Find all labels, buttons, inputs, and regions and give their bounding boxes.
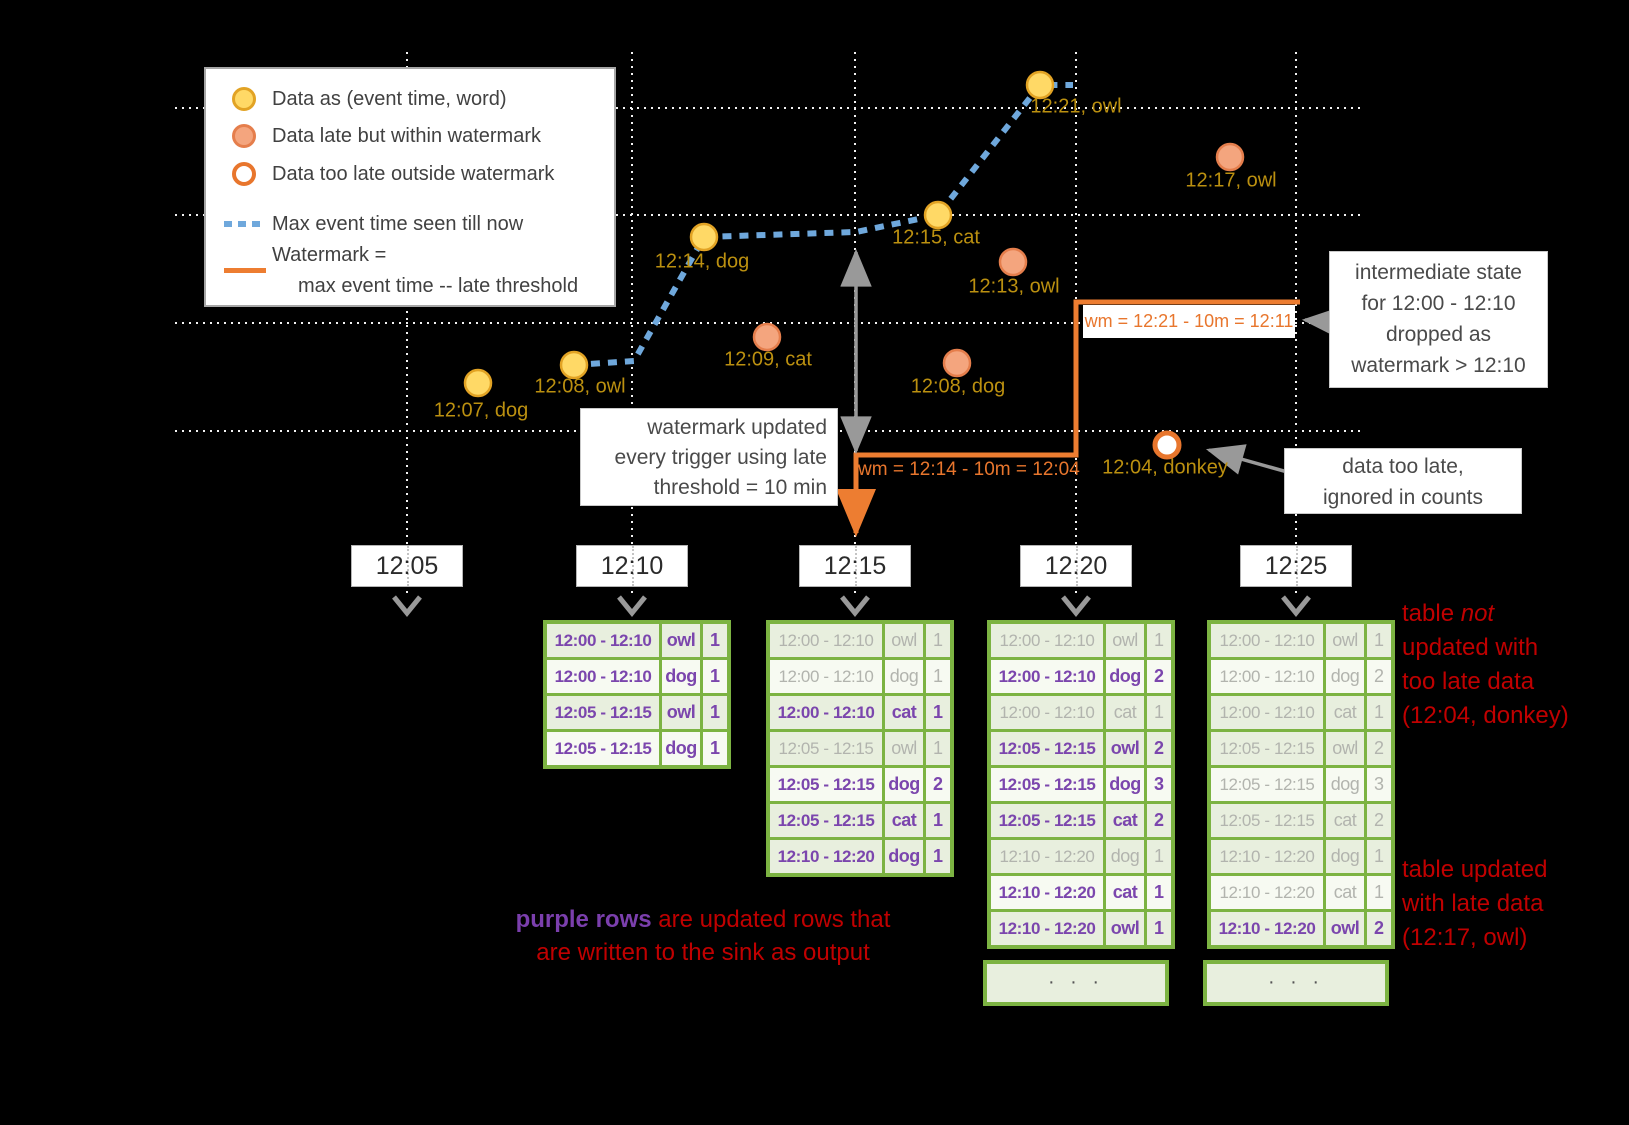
max-event-time-line	[573, 82, 1073, 368]
note-line: threshold = 10 min	[653, 476, 827, 499]
note-line: data too late,	[1342, 455, 1464, 478]
note-line: watermark > 12:10	[1351, 354, 1526, 377]
not-updated-note: table not updated with too late data (12…	[1402, 597, 1569, 733]
note-line: updated with	[1402, 634, 1539, 661]
down-chevron-icon	[1281, 595, 1311, 617]
note-line: every trigger using late	[614, 446, 827, 469]
data-point-on-time	[923, 200, 953, 230]
data-point-late	[1215, 142, 1245, 172]
note-line: for 12:00 - 12:10	[1361, 292, 1516, 315]
watermark-trigger-note: watermark updated every trigger using la…	[580, 408, 838, 506]
note-line: purple rows are updated rows that	[515, 906, 891, 933]
data-point-too-late	[1152, 430, 1182, 460]
legend: Data as (event time, word) Data late but…	[204, 67, 616, 307]
on-time-dot-icon	[232, 87, 256, 111]
watermark-value-label-1215: wm = 12:14 - 10m = 12:04	[858, 459, 1080, 480]
data-point-late	[752, 322, 782, 352]
note-line: dropped as	[1385, 323, 1492, 346]
too-late-note: data too late, ignored in counts	[1284, 448, 1522, 514]
data-point-on-time	[689, 222, 719, 252]
down-chevron-icon	[392, 595, 422, 617]
legend-label: Max event time seen till now	[272, 212, 524, 235]
data-point-on-time	[1025, 70, 1055, 100]
late-dot-icon	[232, 124, 256, 148]
legend-label: Data too late outside watermark	[272, 162, 555, 185]
watermark-value-label-1225: wm = 12:21 - 10m = 12:11	[1083, 305, 1295, 338]
legend-label: Data late but within watermark	[272, 124, 542, 147]
note-line: are written to the sink as output	[536, 939, 870, 966]
note-line: intermediate state	[1355, 261, 1522, 284]
note-line: table not	[1402, 600, 1495, 627]
note-line: table updated	[1402, 856, 1548, 883]
sink-output-note: purple rows are updated rows that are wr…	[516, 903, 891, 969]
watermark-line-icon	[224, 268, 266, 273]
down-chevron-icon	[617, 595, 647, 617]
down-chevron-icon	[1061, 595, 1091, 617]
data-points	[463, 70, 1245, 460]
watermark-line	[836, 299, 1300, 537]
note-line: (12:04, donkey)	[1402, 702, 1569, 729]
down-chevron-icon	[840, 595, 870, 617]
note-line: (12:17, owl)	[1402, 924, 1528, 951]
legend-label: Watermark =	[272, 244, 387, 266]
intermediate-state-note: intermediate state for 12:00 - 12:10 dro…	[1329, 251, 1548, 388]
legend-sublabel: max event time -- late threshold	[298, 275, 579, 297]
legend-label: Data as (event time, word)	[272, 87, 507, 110]
late-update-note: table updated with late data (12:17, owl…	[1402, 853, 1547, 955]
note-line: with late data	[1402, 890, 1544, 917]
data-point-on-time	[463, 368, 493, 398]
max-event-time-line-icon	[224, 221, 266, 227]
data-point-late	[942, 348, 972, 378]
note-line: watermark updated	[647, 416, 827, 439]
too-late-dot-icon	[232, 162, 256, 186]
note-line: ignored in counts	[1323, 486, 1483, 509]
note-line: too late data	[1402, 668, 1535, 695]
data-point-on-time	[559, 350, 589, 380]
data-point-late	[998, 247, 1028, 277]
